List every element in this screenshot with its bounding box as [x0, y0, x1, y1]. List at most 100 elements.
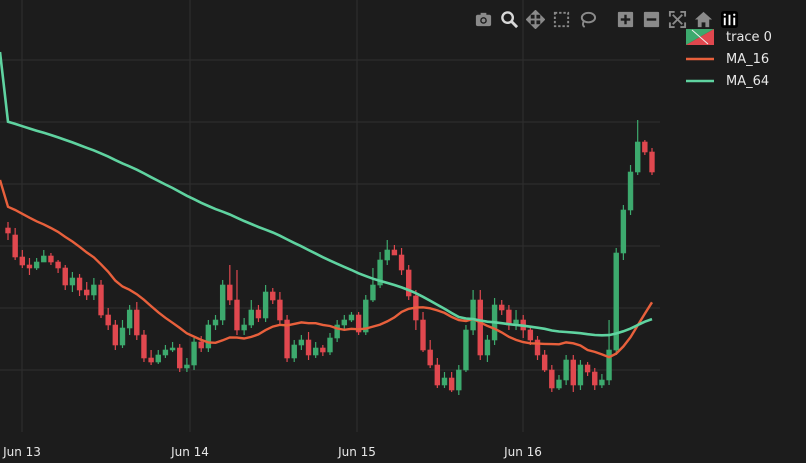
legend-item-trace-0[interactable]: trace 0: [686, 26, 772, 48]
candle-body: [184, 364, 190, 369]
candle-body: [119, 327, 126, 346]
candle-body: [592, 371, 598, 386]
candle-body: [241, 324, 247, 331]
candle-body: [613, 252, 619, 351]
candle-body: [298, 339, 305, 346]
x-tick-label: Jun 13: [2, 445, 41, 459]
candle-body: [126, 309, 133, 329]
candle-body: [262, 291, 269, 319]
candle-body: [320, 347, 326, 353]
candle-body: [470, 299, 476, 331]
candle-body: [169, 347, 176, 351]
candle-body: [148, 357, 154, 363]
candle-body: [177, 347, 183, 369]
candle-body: [162, 349, 169, 356]
plotly-logo-icon: [720, 10, 738, 28]
candle-body: [255, 309, 262, 319]
modebar: [470, 8, 742, 30]
candle-body: [363, 299, 369, 333]
zoom-out-button[interactable]: [638, 8, 664, 30]
legend-item-ma-16[interactable]: MA_16: [686, 48, 772, 70]
candle-body: [456, 369, 462, 391]
legend-label-ma-64: MA_64: [726, 73, 770, 89]
legend-label-trace-0: trace 0: [726, 29, 772, 45]
candle-body: [348, 314, 355, 321]
pan-button[interactable]: [522, 8, 548, 30]
candle-body: [312, 347, 319, 356]
candle-body: [105, 314, 111, 326]
camera-icon: [475, 12, 491, 26]
lasso-icon: [580, 11, 596, 28]
plotly-logo-button[interactable]: [716, 8, 742, 30]
camera-button[interactable]: [470, 8, 496, 30]
moving-average-lines: [0, 51, 654, 359]
x-axis-ticks: Jun 13 Jun 14 Jun 15 Jun 16: [2, 445, 542, 459]
candle-body: [391, 249, 398, 256]
candle-body: [205, 324, 212, 349]
legend-item-ma-64[interactable]: MA_64: [686, 70, 772, 92]
candle-body: [556, 379, 562, 389]
candle-body: [234, 299, 240, 331]
candle-body: [377, 259, 383, 286]
candle-body: [384, 249, 390, 261]
candle-body: [327, 337, 333, 353]
candle-body: [198, 341, 204, 349]
candle-body: [420, 319, 426, 351]
candle-body: [484, 339, 491, 356]
line-swatch-icon: [686, 73, 714, 89]
candle-body: [41, 255, 47, 263]
candle-body: [398, 254, 405, 271]
candle-body: [191, 341, 197, 366]
legend-label-ma-16: MA_16: [726, 51, 770, 67]
autoscale-button[interactable]: [664, 8, 690, 30]
candle-body: [62, 267, 68, 286]
x-tick-label: Jun 16: [503, 445, 542, 459]
candle-body: [627, 171, 634, 211]
candle-body: [355, 314, 362, 333]
candle-body: [634, 141, 641, 173]
candle-body: [563, 359, 569, 381]
candle-body: [541, 354, 548, 371]
lasso-button[interactable]: [574, 8, 600, 30]
candle-body: [427, 349, 433, 366]
candle-body: [270, 291, 276, 301]
candles: [5, 120, 655, 395]
zoom-out-icon: [643, 11, 659, 27]
candle-body: [33, 261, 40, 269]
candle-body: [26, 264, 33, 269]
candle-body: [291, 344, 297, 359]
candle-body: [155, 354, 161, 363]
candle-body: [76, 277, 83, 291]
candle-body: [69, 277, 76, 286]
zoom-in-button[interactable]: [612, 8, 638, 30]
candle-body: [248, 309, 254, 326]
candle-body: [499, 304, 505, 311]
candle-body: [441, 377, 448, 386]
candle-body: [534, 339, 541, 356]
ma-64-line: [0, 51, 653, 337]
candle-body: [91, 284, 97, 296]
box-select-button[interactable]: [548, 8, 574, 30]
grid-lines: [0, 0, 660, 432]
zoom-button[interactable]: [496, 8, 522, 30]
zoom-icon: [500, 10, 518, 28]
candle-body: [219, 284, 226, 321]
candle-body: [527, 329, 534, 341]
autoscale-icon: [668, 10, 686, 28]
candle-body: [212, 319, 219, 326]
candle-body: [98, 284, 104, 316]
pan-icon: [525, 9, 545, 29]
home-button[interactable]: [690, 8, 716, 30]
candle-body: [642, 141, 648, 153]
candle-body: [620, 209, 627, 254]
candle-body: [48, 255, 54, 263]
candle-body: [5, 227, 11, 234]
candle-body: [277, 299, 283, 321]
candle-body: [599, 379, 605, 386]
candle-body: [584, 364, 591, 373]
candle-body: [305, 339, 312, 356]
candle-body: [284, 319, 290, 359]
candle-body: [549, 369, 555, 389]
legend: trace 0 MA_16 MA_64: [686, 26, 772, 92]
